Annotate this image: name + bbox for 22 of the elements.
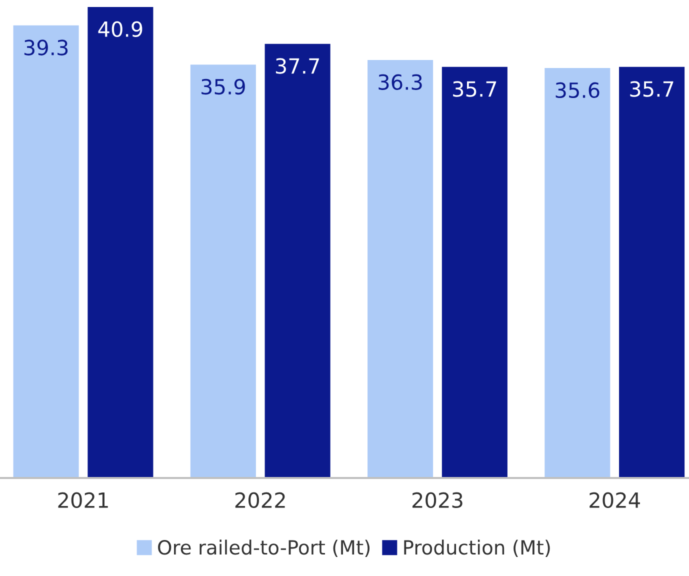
x-tick-label: 2023: [412, 492, 462, 508]
data-label: 39.3: [24, 40, 68, 56]
bar: [13, 25, 79, 478]
data-label: 36.3: [378, 74, 422, 90]
bar: [619, 66, 685, 478]
data-label: 35.9: [202, 78, 245, 95]
data-label: 35.6: [556, 82, 600, 98]
data-label: 40.9: [98, 21, 142, 38]
bar: [442, 66, 508, 478]
bar: [264, 44, 330, 478]
legend-label: Ore railed-to-Port (Mt): [158, 540, 370, 558]
data-label: 37.7: [276, 58, 319, 74]
bar: [190, 64, 256, 478]
legend-label: Production (Mt): [404, 540, 550, 558]
bar: [544, 68, 610, 478]
x-tick-label: 2022: [235, 492, 285, 508]
bar: [88, 7, 154, 478]
x-tick-label: 2021: [58, 492, 108, 508]
bar: [368, 60, 434, 478]
x-tick-label: 2024: [590, 492, 640, 508]
data-label: 35.7: [630, 81, 674, 97]
data-label: 35.7: [453, 81, 496, 97]
